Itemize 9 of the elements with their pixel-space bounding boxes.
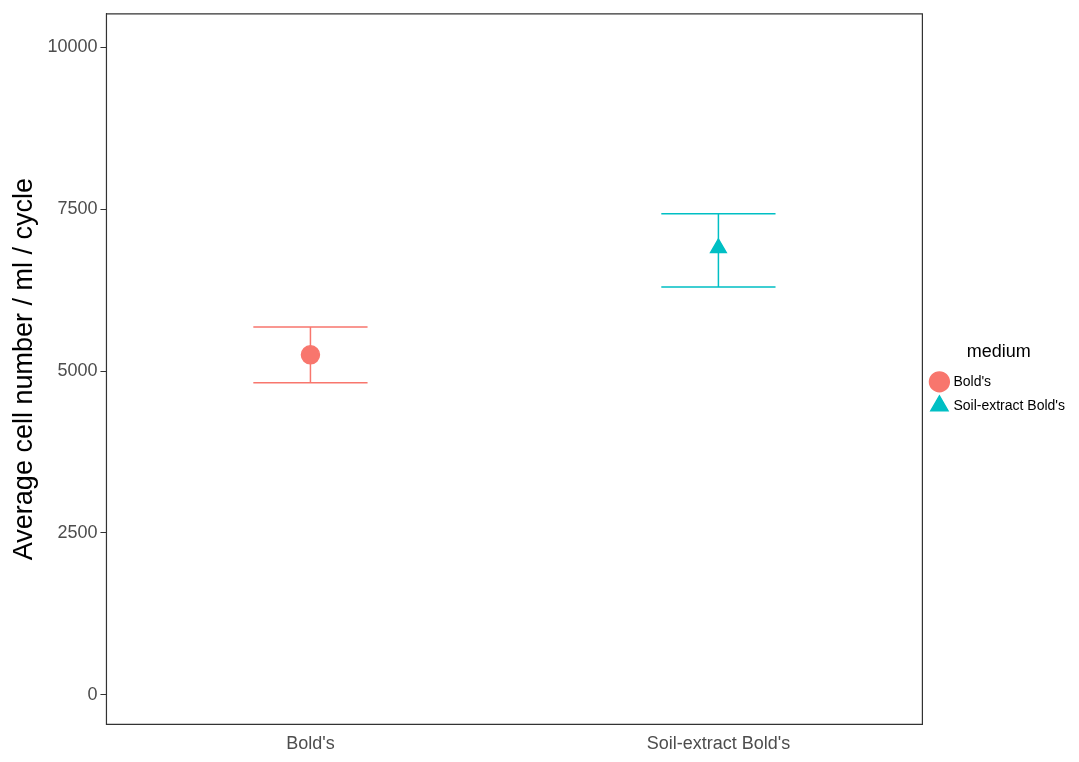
- legend-title: medium: [966, 341, 1031, 362]
- y-tick-label: 0: [87, 683, 98, 704]
- legend-label: Soil-extract Bold's: [953, 396, 1066, 413]
- y-tick-label: 7500: [57, 198, 98, 219]
- y-tick-label: 2500: [57, 521, 98, 542]
- y-axis-title: Average cell number / ml / cycle: [7, 178, 38, 561]
- y-tick-label: 10000: [47, 36, 98, 57]
- y-tick-label: 5000: [57, 360, 98, 381]
- legend-label: Bold's: [953, 372, 992, 389]
